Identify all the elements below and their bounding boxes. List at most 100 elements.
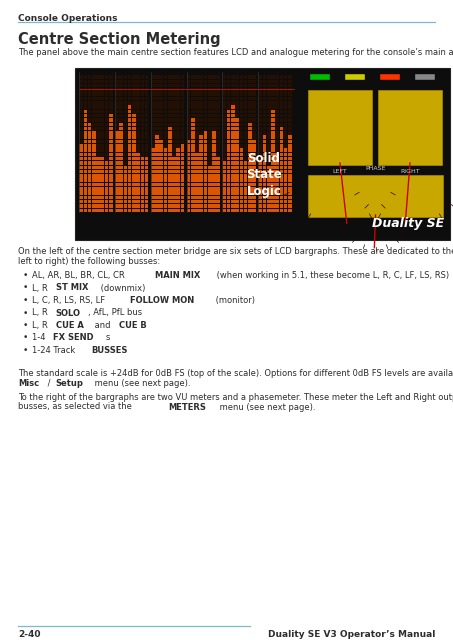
Bar	[176, 182, 180, 186]
Bar	[172, 92, 176, 96]
Bar	[195, 97, 199, 100]
Bar	[275, 88, 279, 92]
Bar	[212, 84, 216, 87]
Bar	[109, 161, 112, 164]
Bar	[79, 174, 83, 177]
Bar	[132, 179, 136, 182]
Bar	[235, 174, 239, 177]
Bar	[119, 88, 123, 92]
Bar	[235, 92, 239, 96]
Bar	[288, 182, 292, 186]
Bar	[155, 196, 159, 199]
Bar	[288, 170, 292, 173]
Bar	[136, 136, 140, 139]
Bar	[199, 182, 203, 186]
Bar	[284, 152, 288, 156]
Bar	[119, 200, 123, 204]
Bar	[244, 76, 247, 79]
Bar	[267, 88, 270, 92]
Text: •: •	[23, 296, 29, 305]
Bar	[105, 157, 108, 161]
Bar	[252, 157, 256, 161]
Bar	[252, 152, 256, 156]
Bar	[164, 101, 167, 104]
Bar	[109, 179, 112, 182]
Bar	[115, 209, 119, 212]
Bar	[145, 209, 149, 212]
Bar	[105, 161, 108, 164]
Bar	[124, 209, 127, 212]
Bar	[288, 196, 292, 199]
Bar	[187, 106, 190, 109]
Bar	[168, 152, 172, 156]
Bar	[79, 157, 83, 161]
Bar	[217, 106, 220, 109]
Bar	[240, 170, 243, 173]
Bar	[240, 182, 243, 186]
Bar	[227, 88, 231, 92]
Bar	[244, 161, 247, 164]
Bar	[267, 92, 270, 96]
Bar	[159, 196, 163, 199]
Bar	[275, 179, 279, 182]
Bar	[208, 182, 212, 186]
Bar	[151, 131, 154, 134]
Bar	[136, 174, 140, 177]
Bar	[231, 166, 235, 169]
Bar	[181, 209, 184, 212]
Bar	[259, 148, 262, 152]
Bar	[172, 101, 176, 104]
Bar	[248, 187, 251, 191]
Bar	[109, 114, 112, 117]
Bar	[195, 170, 199, 173]
Bar	[240, 114, 243, 117]
Bar	[159, 101, 163, 104]
Bar	[159, 191, 163, 195]
Bar	[83, 92, 87, 96]
Bar	[140, 131, 144, 134]
Bar	[109, 204, 112, 208]
Bar	[168, 84, 172, 87]
Bar	[240, 204, 243, 208]
Bar	[271, 114, 275, 117]
Text: busses, as selected via the: busses, as selected via the	[18, 403, 135, 412]
Bar	[136, 140, 140, 143]
Bar	[271, 118, 275, 122]
Bar	[240, 122, 243, 126]
Bar	[227, 196, 231, 199]
Bar	[217, 92, 220, 96]
Bar	[267, 148, 270, 152]
Bar	[92, 152, 96, 156]
Bar	[288, 97, 292, 100]
Bar	[159, 79, 163, 83]
Bar	[204, 131, 207, 134]
Bar	[284, 191, 288, 195]
Bar	[217, 161, 220, 164]
Bar	[204, 209, 207, 212]
Bar	[145, 144, 149, 147]
Bar	[159, 122, 163, 126]
Bar	[263, 76, 266, 79]
Bar	[115, 179, 119, 182]
Bar	[191, 187, 195, 191]
Bar	[145, 148, 149, 152]
Bar	[280, 136, 283, 139]
Bar	[191, 79, 195, 83]
Bar	[83, 106, 87, 109]
Bar	[195, 109, 199, 113]
Bar	[115, 97, 119, 100]
Bar	[280, 196, 283, 199]
Bar	[191, 88, 195, 92]
Bar	[222, 140, 226, 143]
Bar	[124, 204, 127, 208]
Bar	[181, 140, 184, 143]
Bar	[212, 97, 216, 100]
Bar	[128, 148, 131, 152]
Bar	[199, 109, 203, 113]
Bar	[217, 148, 220, 152]
Bar	[240, 79, 243, 83]
Bar	[284, 106, 288, 109]
Bar	[176, 92, 180, 96]
Bar	[227, 174, 231, 177]
Bar	[271, 209, 275, 212]
